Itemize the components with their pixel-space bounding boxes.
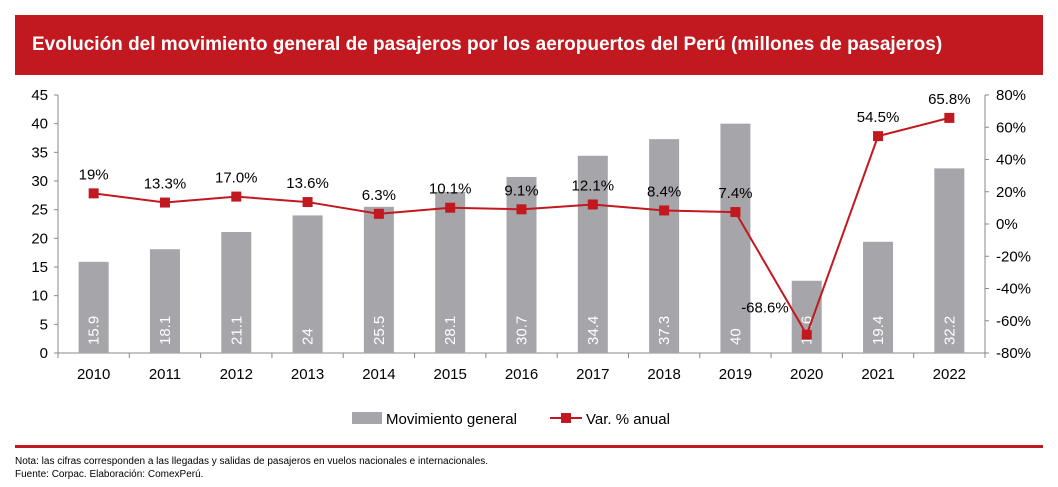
line-value-label: 6.3% xyxy=(362,187,396,204)
right-tick-label: 0% xyxy=(996,216,1018,233)
left-tick-label: 25 xyxy=(31,202,48,219)
line-value-label: -68.6% xyxy=(741,300,789,317)
line-marker xyxy=(587,199,598,210)
line-value-label: 65.8% xyxy=(928,91,971,108)
bar xyxy=(292,215,323,353)
bar xyxy=(149,249,180,353)
bar xyxy=(78,261,109,353)
bar-value-label: 30.7 xyxy=(514,316,531,345)
line-marker xyxy=(373,208,384,219)
line-value-label: 8.4% xyxy=(647,183,681,200)
right-tick-label: 60% xyxy=(996,119,1026,136)
left-tick-label: 10 xyxy=(31,288,48,305)
right-tick-label: -40% xyxy=(996,281,1031,298)
x-tick-label: 2019 xyxy=(719,366,752,383)
line-marker xyxy=(516,204,527,215)
line-marker xyxy=(302,197,313,208)
left-tick-label: 0 xyxy=(40,345,48,362)
line-value-label: 54.5% xyxy=(857,109,900,126)
bar-value-label: 32.2 xyxy=(941,316,958,345)
line-value-label: 19% xyxy=(79,166,109,183)
line-marker xyxy=(445,202,456,213)
x-tick-label: 2013 xyxy=(291,366,324,383)
x-tick-label: 2022 xyxy=(933,366,966,383)
left-tick-label: 15 xyxy=(31,259,48,276)
line-marker xyxy=(730,207,741,218)
right-tick-label: -80% xyxy=(996,345,1031,362)
bar-value-label: 37.3 xyxy=(656,316,673,345)
bar-value-label: 40 xyxy=(727,328,744,345)
x-tick-label: 2016 xyxy=(505,366,538,383)
left-tick-label: 30 xyxy=(31,173,48,190)
line-value-label: 13.3% xyxy=(144,176,187,193)
bar-value-label: 28.1 xyxy=(442,316,459,345)
x-tick-label: 2021 xyxy=(861,366,894,383)
line-value-label: 9.1% xyxy=(504,182,538,199)
line-value-label: 7.4% xyxy=(718,185,752,202)
line-marker xyxy=(659,205,670,216)
bar-value-label: 19.4 xyxy=(870,316,887,345)
bar-value-label: 34.4 xyxy=(585,316,602,345)
divider xyxy=(15,445,1043,448)
left-tick-label: 20 xyxy=(31,230,48,247)
bar-value-label: 21.1 xyxy=(228,316,245,345)
chart-title: Evolución del movimiento general de pasa… xyxy=(15,15,1043,75)
bar-value-label: 18.1 xyxy=(157,316,174,345)
x-tick-label: 2011 xyxy=(149,366,181,383)
bar-value-label: 15.9 xyxy=(86,316,103,345)
x-tick-label: 2018 xyxy=(647,366,680,383)
x-tick-label: 2012 xyxy=(220,366,253,383)
right-tick-label: -20% xyxy=(996,248,1031,265)
line-marker xyxy=(873,131,884,142)
x-tick-label: 2020 xyxy=(790,366,823,383)
x-tick-label: 2010 xyxy=(77,366,110,383)
line-value-label: 12.1% xyxy=(572,177,615,194)
left-tick-label: 35 xyxy=(31,144,48,161)
bar xyxy=(435,191,466,353)
note-text: Nota: las cifras corresponden a las lleg… xyxy=(15,456,489,467)
x-tick-label: 2017 xyxy=(576,366,609,383)
legend-bar-swatch xyxy=(352,412,382,424)
bar xyxy=(363,206,394,353)
bar xyxy=(720,123,751,354)
right-tick-label: -60% xyxy=(996,313,1031,330)
bar xyxy=(649,139,680,353)
x-tick-label: 2015 xyxy=(434,366,467,383)
bar-value-label: 24 xyxy=(300,328,317,345)
line-marker xyxy=(88,188,99,199)
line-marker xyxy=(231,191,242,202)
x-tick-label: 2014 xyxy=(362,366,395,383)
line-marker xyxy=(944,112,955,123)
source-text: Fuente: Corpac. Elaboración: ComexPerú. xyxy=(15,469,204,480)
line-value-label: 10.1% xyxy=(429,181,472,198)
right-tick-label: 40% xyxy=(996,152,1026,169)
bar xyxy=(934,168,965,353)
bar xyxy=(577,155,608,353)
right-tick-label: 20% xyxy=(996,184,1026,201)
bar xyxy=(863,241,894,353)
left-tick-label: 45 xyxy=(31,87,48,104)
line-marker xyxy=(801,329,812,340)
line-value-label: 13.6% xyxy=(286,175,329,192)
right-tick-label: 80% xyxy=(996,87,1026,104)
legend-bar-label: Movimiento general xyxy=(386,411,517,428)
line-value-label: 17.0% xyxy=(215,170,258,187)
bar xyxy=(221,232,252,353)
legend-line-marker xyxy=(561,413,571,423)
bar-value-label: 25.5 xyxy=(371,316,388,345)
left-tick-label: 40 xyxy=(31,116,48,133)
line-marker xyxy=(159,197,170,208)
legend-line-label: Var. % anual xyxy=(586,411,670,428)
left-tick-label: 5 xyxy=(40,316,48,333)
